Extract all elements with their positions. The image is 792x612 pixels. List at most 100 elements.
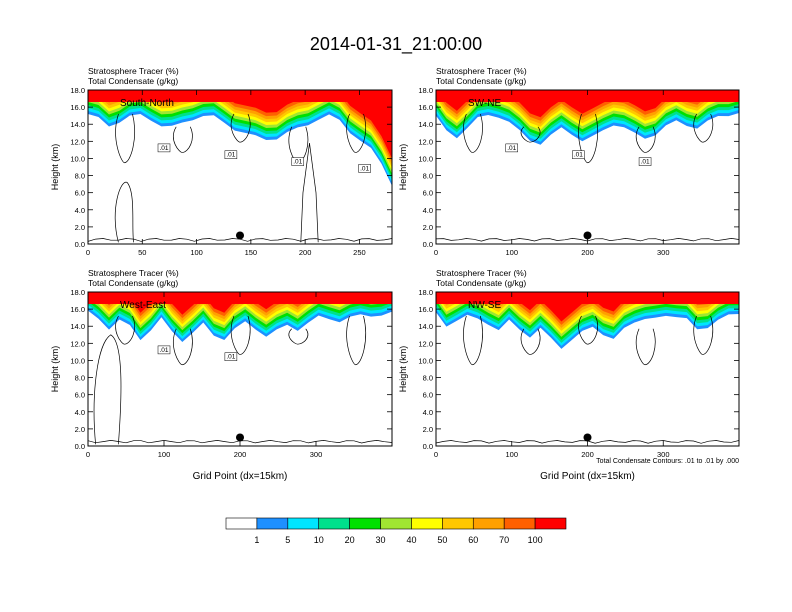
y-tick-label: 2.0 (75, 425, 85, 434)
contour-upper-cloud (520, 328, 541, 355)
panel-title-tracer: Stratosphere Tracer (%) (436, 268, 527, 278)
tracer-band-6 (88, 90, 392, 171)
contour-upper-cloud (578, 315, 598, 345)
panel-title-tracer: Stratosphere Tracer (%) (88, 268, 179, 278)
contour-upper-cloud (115, 113, 135, 164)
y-tick-label: 14.0 (70, 322, 85, 331)
contour-label: .01 (159, 347, 168, 354)
y-tick-label: 16.0 (70, 305, 85, 314)
contour-label-box (572, 150, 585, 159)
colorbar-label: 50 (437, 535, 447, 545)
contour-label: .01 (641, 159, 650, 166)
condensate-contours (88, 113, 392, 243)
tracer-field (88, 292, 392, 446)
x-tick-label: 250 (353, 248, 366, 257)
contour-convective-column (300, 142, 319, 243)
contour-label-box (638, 157, 652, 166)
colorbar-swatch (287, 517, 320, 530)
colorbar-label: 10 (314, 535, 324, 545)
location-marker (236, 231, 244, 240)
panel-title-condensate: Total Condensate (g/kg) (436, 278, 526, 288)
panels: Stratosphere Tracer (%)Total Condensate … (50, 66, 740, 482)
colorbar-label: 60 (468, 535, 478, 545)
contour-low-level (88, 440, 392, 444)
location-marker (583, 231, 592, 240)
y-tick-label: 0.0 (423, 240, 433, 249)
y-tick-label: 0.0 (75, 240, 85, 249)
panel-title-tracer: Stratosphere Tracer (%) (88, 66, 179, 76)
colorbar-label: 40 (406, 535, 416, 545)
figure-title: 2014-01-31_21:00:00 (310, 34, 482, 55)
tracer-field (436, 292, 739, 446)
contour-label-box (358, 164, 371, 173)
y-tick-label: 6.0 (75, 189, 85, 198)
y-axis-label: Height (km) (398, 346, 408, 393)
x-tick-label: 200 (299, 248, 312, 257)
contour-upper-cloud (520, 126, 541, 143)
contour-label: .01 (574, 152, 583, 159)
location-marker (583, 433, 592, 442)
contour-low-level (436, 440, 739, 444)
contour-label: .01 (159, 145, 168, 152)
section-label: NW-SE (468, 300, 501, 311)
panel-sw-ne: Stratosphere Tracer (%)Total Condensate … (398, 66, 740, 257)
colorbar-swatch (256, 517, 289, 530)
y-tick-label: 10.0 (70, 356, 85, 365)
contour-upper-cloud (463, 315, 483, 366)
y-tick-label: 2.0 (423, 223, 433, 232)
x-tick-label: 50 (138, 248, 146, 257)
plot-frame (87, 89, 393, 245)
colorbar-label: 5 (285, 535, 290, 545)
y-axis-label: Height (km) (50, 346, 60, 393)
panel-title-condensate: Total Condensate (g/kg) (88, 76, 178, 86)
contour-label: .01 (226, 354, 235, 361)
y-tick-label: 2.0 (75, 223, 85, 232)
contour-label-box (157, 345, 171, 355)
y-tick-label: 10.0 (70, 154, 85, 163)
panel-nw-se: Stratosphere Tracer (%)Total Condensate … (398, 268, 740, 482)
y-tick-label: 14.0 (418, 120, 433, 129)
y-tick-label: 16.0 (418, 305, 433, 314)
y-tick-label: 8.0 (75, 374, 85, 383)
x-tick-label: 300 (657, 248, 670, 257)
contour-upper-cloud (173, 126, 193, 153)
y-tick-label: 12.0 (418, 339, 433, 348)
colorbar-swatch (472, 517, 505, 530)
x-tick-label: 100 (190, 248, 203, 257)
tracer-top-layer (436, 292, 739, 304)
colorbar-swatch (411, 517, 443, 530)
colorbar-label: 20 (345, 535, 355, 545)
x-tick-label: 100 (505, 450, 518, 459)
location-marker (236, 433, 244, 442)
x-tick-label: 200 (234, 450, 247, 459)
y-tick-label: 12.0 (418, 137, 433, 146)
contour-label: .01 (507, 145, 516, 152)
y-axis-label: Height (km) (50, 144, 60, 191)
y-tick-label: 10.0 (418, 154, 433, 163)
colorbar-swatch (503, 517, 536, 530)
y-axis-label: Height (km) (398, 144, 408, 191)
colorbar-swatch (318, 517, 350, 530)
contour-label: .01 (360, 165, 369, 172)
x-tick-label: 300 (310, 450, 323, 459)
contour-upper-cloud (230, 113, 251, 143)
y-tick-label: 4.0 (75, 206, 85, 215)
tracer-top-layer (436, 90, 739, 102)
contour-label-box (224, 352, 238, 361)
tracer-field (436, 90, 739, 244)
panel-title-tracer: Stratosphere Tracer (%) (436, 66, 527, 76)
y-tick-label: 14.0 (418, 322, 433, 331)
y-tick-label: 12.0 (70, 137, 85, 146)
y-tick-label: 8.0 (423, 374, 433, 383)
contour-label-box (224, 150, 238, 159)
contour-low-level (88, 238, 392, 242)
contour-label-box (157, 143, 171, 153)
contour-upper-cloud (115, 315, 135, 345)
y-tick-label: 18.0 (418, 288, 433, 297)
contour-label: .01 (293, 159, 302, 166)
y-tick-label: 16.0 (70, 103, 85, 112)
colorbar-swatch (380, 517, 412, 530)
panel-title-condensate: Total Condensate (g/kg) (436, 76, 526, 86)
panel-south-north: Stratosphere Tracer (%)Total Condensate … (50, 66, 393, 257)
